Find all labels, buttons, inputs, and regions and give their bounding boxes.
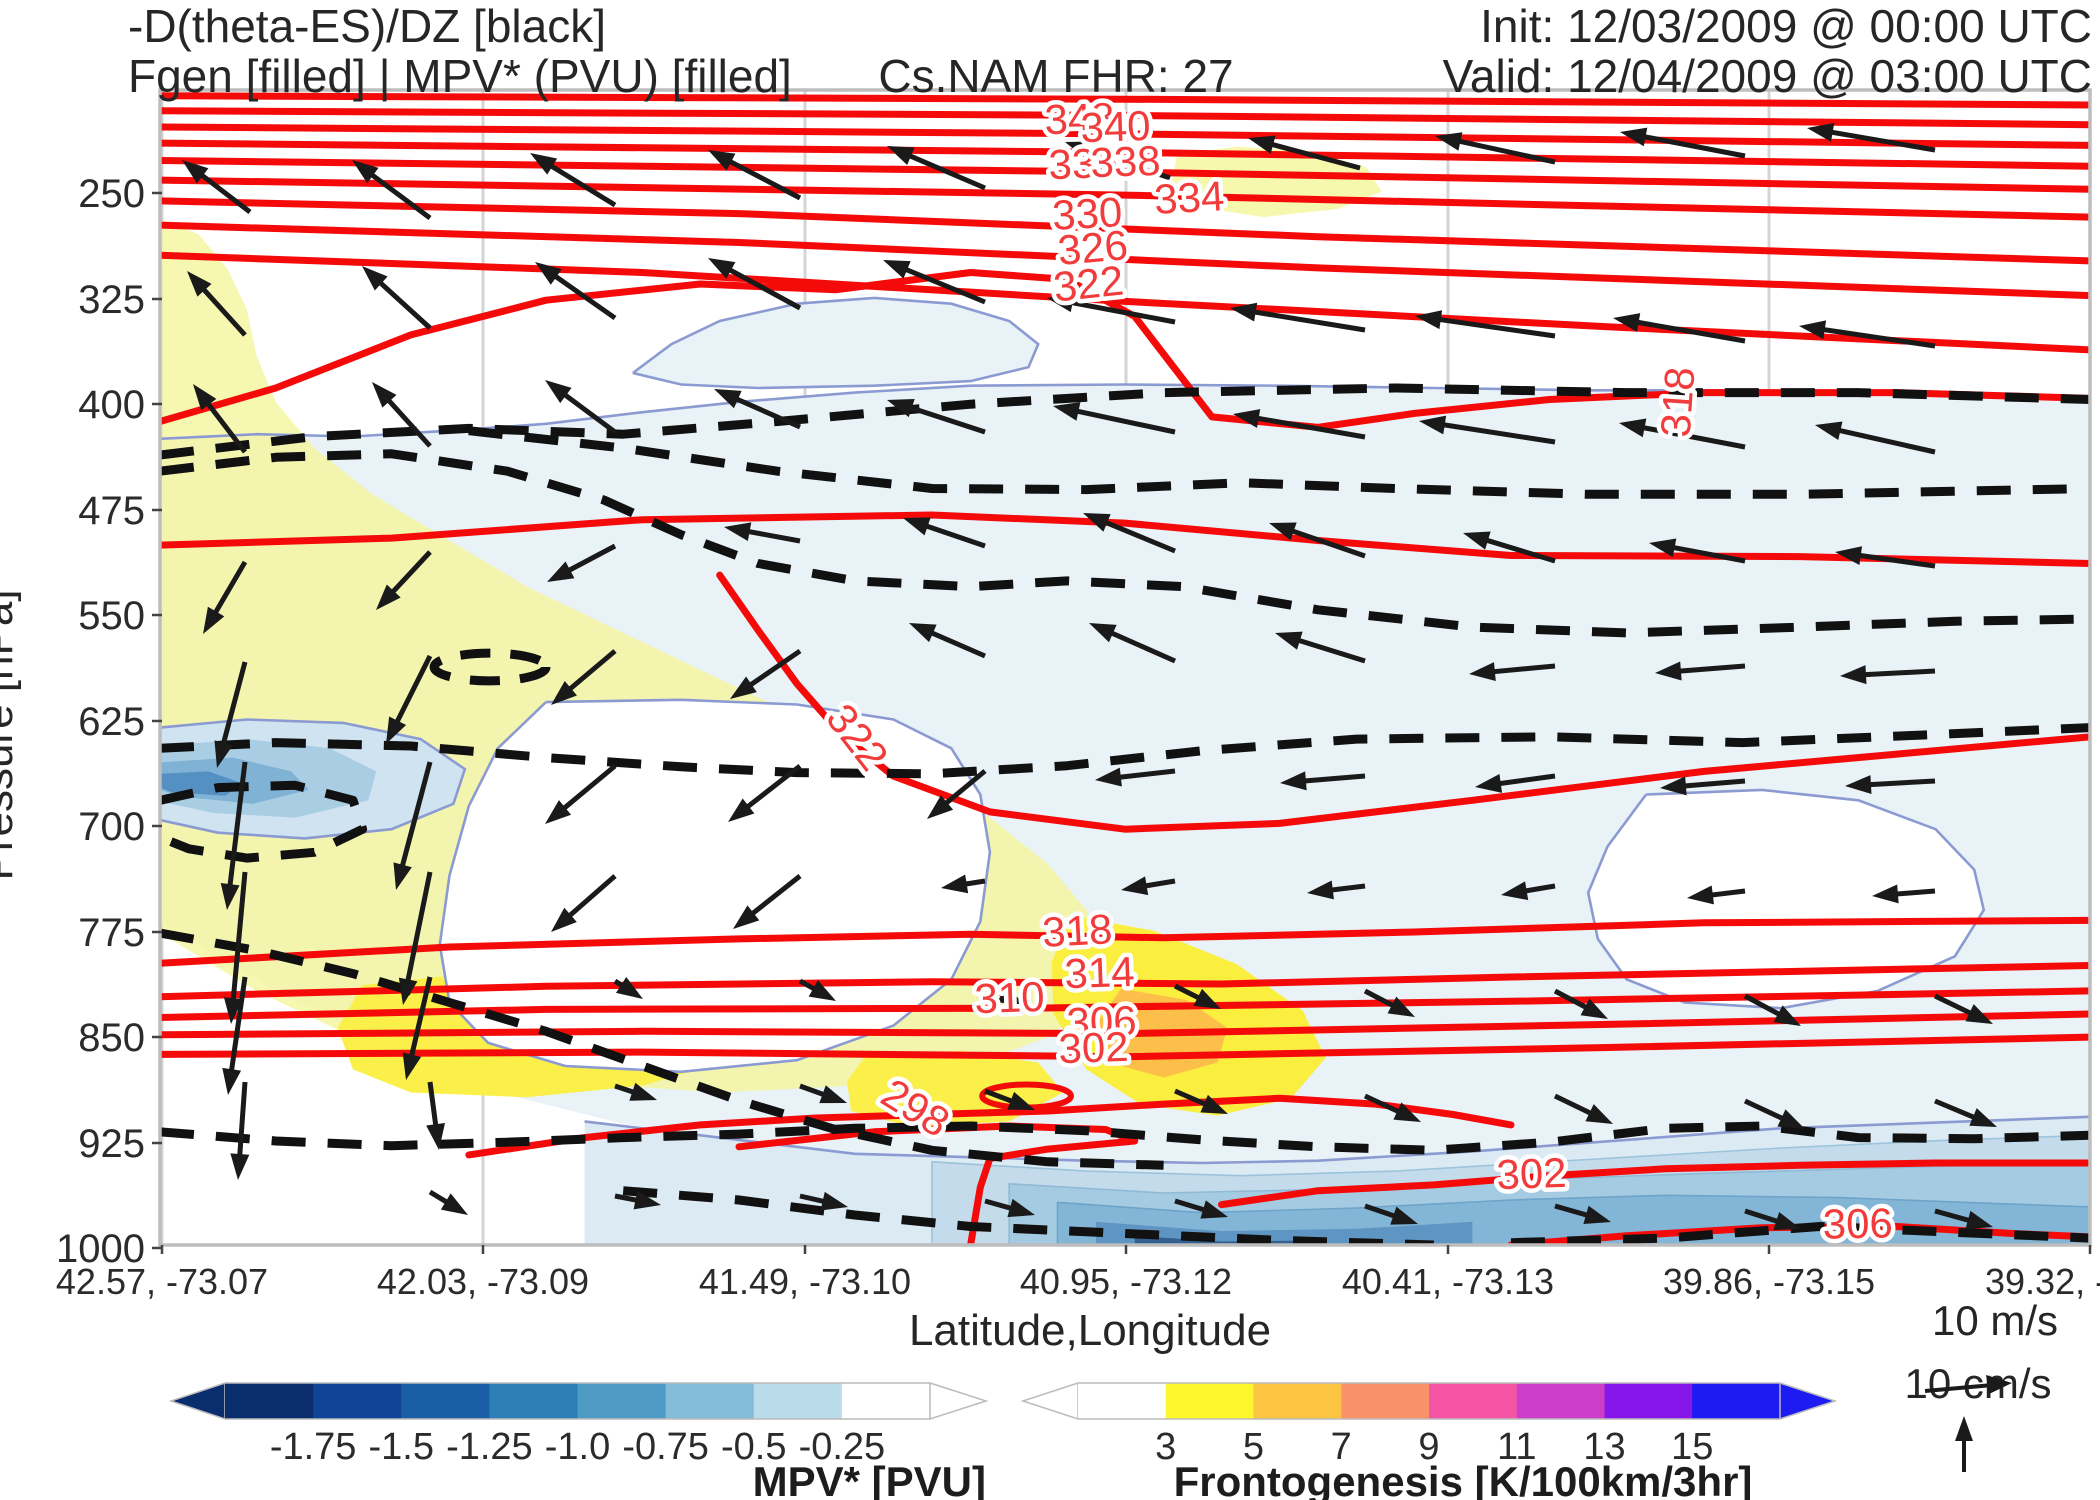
x-tick-label: 40.41, -73.13 <box>1342 1261 1554 1302</box>
contour-label: 314 <box>1064 948 1136 997</box>
y-tick-label: 400 <box>78 383 145 427</box>
y-tick-label: 475 <box>78 489 145 533</box>
mpv-hole-center <box>439 699 990 1072</box>
x-axis-label: Latitude,Longitude <box>909 1306 1271 1355</box>
contour-label: 322 <box>1051 257 1126 311</box>
vertical-scale-arrow-icon <box>1955 1416 1973 1472</box>
title-black-contour: -D(theta-ES)/DZ [black] <box>128 0 606 52</box>
contour-label: 336 <box>1048 139 1120 188</box>
y-tick-label: 250 <box>78 172 145 216</box>
y-axis-label: Pressure [hPa] <box>0 589 22 880</box>
contour-label: 348 <box>1044 94 1116 143</box>
x-tick-label: 39.86, -73.15 <box>1663 1261 1875 1302</box>
x-tick-label: 42.03, -73.09 <box>377 1261 589 1302</box>
contour-label: 302 <box>1058 1023 1130 1072</box>
x-tick-label: 42.57, -73.07 <box>56 1261 268 1302</box>
mpv-hole-right <box>1588 789 1984 1009</box>
horizontal-scale-arrow-icon <box>1924 1375 2012 1394</box>
y-tick-label: 925 <box>78 1122 145 1166</box>
contour-label: 318 <box>1041 905 1113 956</box>
contour-label: 318 <box>1652 365 1704 438</box>
colorbar-tick-label: 11 <box>1497 1426 1536 1468</box>
contour-label: 310 <box>974 973 1046 1022</box>
contour-label: 338 <box>1090 137 1162 186</box>
x-axis-ticks: 42.57, -73.07 42.03, -73.09 41.49, -73.10 4… <box>56 1245 2100 1302</box>
x-tick-label: 40.95, -73.12 <box>1020 1261 1232 1302</box>
contour-label: 326 <box>1056 221 1130 274</box>
y-axis-ticks: 250 325 400 475 550 625 700 775 850 925 1000 <box>56 172 162 1271</box>
mpv-band-core <box>1134 1235 1318 1245</box>
colorbar-tick-label: 7 <box>1331 1426 1352 1468</box>
mpv-pale-lens <box>632 297 1039 388</box>
mpv-colorbar: -1.75 -1.5 -1.25 -1.0 -0.75 -0.5 -0.25 <box>168 1381 989 1468</box>
colorbar-tick-label: -0.75 <box>622 1426 709 1468</box>
vector-key: 10 m/s 10 cm/s <box>1904 1297 2058 1472</box>
colorbar-tick-label: -1.5 <box>369 1426 434 1468</box>
horizontal-scale-label: 10 m/s <box>1932 1297 2058 1344</box>
colorbar-tick-label: -0.25 <box>799 1426 886 1468</box>
y-tick-label: 625 <box>78 700 145 744</box>
colorbar-tick-label: 15 <box>1671 1426 1713 1468</box>
contour-label: 340 <box>1080 102 1152 151</box>
title-filled-fields: Fgen [filled] | MPV* (PVU) [filled] <box>128 50 792 102</box>
x-tick-label: 41.49, -73.10 <box>699 1261 911 1302</box>
contour-label: 334 <box>1153 172 1225 223</box>
frontogenesis-colorbar: 3 5 7 9 11 13 15 <box>1020 1381 1838 1468</box>
y-tick-label: 550 <box>78 594 145 638</box>
x-tick-label: 39.32, -73.1 <box>1985 1261 2100 1302</box>
colorbar-tick-label: 9 <box>1418 1426 1439 1468</box>
contour-label: 330 <box>1051 188 1123 239</box>
title-init-time: Init: 12/03/2009 @ 00:00 UTC <box>1480 0 2092 52</box>
contour-label: 306 <box>1066 997 1138 1046</box>
colorbar-tick-label: -0.5 <box>721 1426 786 1468</box>
frontogenesis-colorbar-title: Frontogenesis [K/100km/3hr] <box>1174 1458 1753 1500</box>
y-tick-label: 1000 <box>56 1227 145 1271</box>
y-tick-label: 700 <box>78 805 145 849</box>
colorbar-tick-label: 13 <box>1583 1426 1625 1468</box>
y-tick-label: 775 <box>78 911 145 955</box>
contour-label: 306 <box>1822 1199 1893 1247</box>
colorbar-tick-label: -1.25 <box>446 1426 533 1468</box>
dtheta-dz-contours <box>160 383 2090 1245</box>
theta-es-contours <box>160 92 2090 1245</box>
contour-label: 302 <box>1496 1149 1568 1198</box>
colorbar-tick-label: -1.75 <box>270 1426 357 1468</box>
mpv-colorbar-title: MPV* [PVU] <box>753 1458 986 1500</box>
y-tick-label: 850 <box>78 1016 145 1060</box>
title-model-run: Cs.NAM FHR: 27 <box>878 50 1233 102</box>
colorbar-tick-label: -1.0 <box>545 1426 610 1468</box>
colorbar-tick-label: 5 <box>1243 1426 1264 1468</box>
circulation-vectors <box>182 123 1997 1231</box>
y-tick-label: 325 <box>78 278 145 322</box>
colorbar-tick-label: 3 <box>1155 1426 1176 1468</box>
title-valid-time: Valid: 12/04/2009 @ 03:00 UTC <box>1443 50 2092 102</box>
vertical-scale-label: 10 cm/s <box>1904 1360 2051 1407</box>
